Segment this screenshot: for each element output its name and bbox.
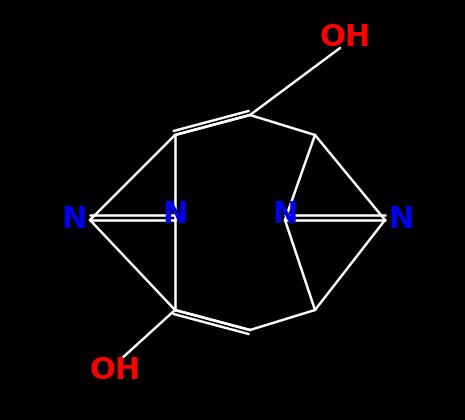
Text: OH: OH bbox=[319, 23, 370, 52]
Text: N: N bbox=[61, 205, 86, 234]
Text: N: N bbox=[389, 205, 414, 234]
Text: OH: OH bbox=[90, 356, 141, 385]
Text: N: N bbox=[272, 200, 298, 229]
Text: N: N bbox=[162, 200, 188, 229]
